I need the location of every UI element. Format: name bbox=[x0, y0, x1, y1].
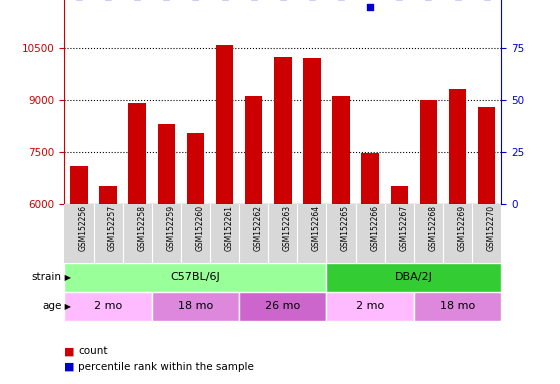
Text: GSM152270: GSM152270 bbox=[487, 205, 496, 252]
Bar bbox=[152, 292, 239, 321]
Bar bbox=[326, 292, 414, 321]
Text: ■: ■ bbox=[64, 346, 75, 356]
Text: C57BL/6J: C57BL/6J bbox=[171, 272, 220, 283]
Text: GSM152268: GSM152268 bbox=[428, 205, 437, 251]
Bar bbox=[419, 100, 437, 204]
Text: 26 mo: 26 mo bbox=[265, 301, 300, 311]
Bar bbox=[303, 58, 321, 204]
Bar bbox=[128, 103, 146, 204]
Bar bbox=[186, 133, 204, 204]
Text: GSM152267: GSM152267 bbox=[399, 205, 408, 252]
Bar bbox=[64, 263, 326, 292]
Text: GSM152263: GSM152263 bbox=[283, 205, 292, 252]
Text: 2 mo: 2 mo bbox=[94, 301, 122, 311]
Point bbox=[366, 3, 375, 10]
Text: ▶: ▶ bbox=[62, 273, 71, 282]
Bar bbox=[274, 56, 292, 204]
Text: GSM152269: GSM152269 bbox=[458, 205, 466, 252]
Text: GSM152264: GSM152264 bbox=[312, 205, 321, 252]
Text: ■: ■ bbox=[64, 362, 75, 372]
Text: 18 mo: 18 mo bbox=[440, 301, 475, 311]
Bar bbox=[239, 292, 326, 321]
Text: GSM152260: GSM152260 bbox=[195, 205, 204, 252]
Text: GSM152266: GSM152266 bbox=[370, 205, 379, 252]
Text: GSM152261: GSM152261 bbox=[225, 205, 234, 251]
Bar bbox=[361, 154, 379, 204]
Text: GSM152265: GSM152265 bbox=[341, 205, 350, 252]
Bar bbox=[64, 292, 152, 321]
Bar bbox=[157, 124, 175, 204]
Bar bbox=[414, 292, 501, 321]
Bar bbox=[478, 107, 496, 204]
Text: GSM152259: GSM152259 bbox=[166, 205, 175, 252]
Bar bbox=[326, 263, 501, 292]
Text: percentile rank within the sample: percentile rank within the sample bbox=[78, 362, 254, 372]
Bar bbox=[449, 89, 466, 204]
Text: ▶: ▶ bbox=[62, 302, 71, 311]
Text: 2 mo: 2 mo bbox=[356, 301, 384, 311]
Bar bbox=[216, 45, 234, 204]
Text: GSM152257: GSM152257 bbox=[108, 205, 117, 252]
Bar bbox=[99, 186, 117, 204]
Bar bbox=[390, 186, 408, 204]
Text: 18 mo: 18 mo bbox=[178, 301, 213, 311]
Bar bbox=[70, 166, 88, 204]
Text: GSM152262: GSM152262 bbox=[254, 205, 263, 251]
Bar bbox=[332, 96, 350, 204]
Text: DBA/2J: DBA/2J bbox=[395, 272, 433, 283]
Text: strain: strain bbox=[31, 272, 62, 283]
Bar bbox=[245, 96, 263, 204]
Text: count: count bbox=[78, 346, 108, 356]
Text: GSM152258: GSM152258 bbox=[137, 205, 146, 251]
Text: age: age bbox=[42, 301, 62, 311]
Text: GSM152256: GSM152256 bbox=[79, 205, 88, 252]
